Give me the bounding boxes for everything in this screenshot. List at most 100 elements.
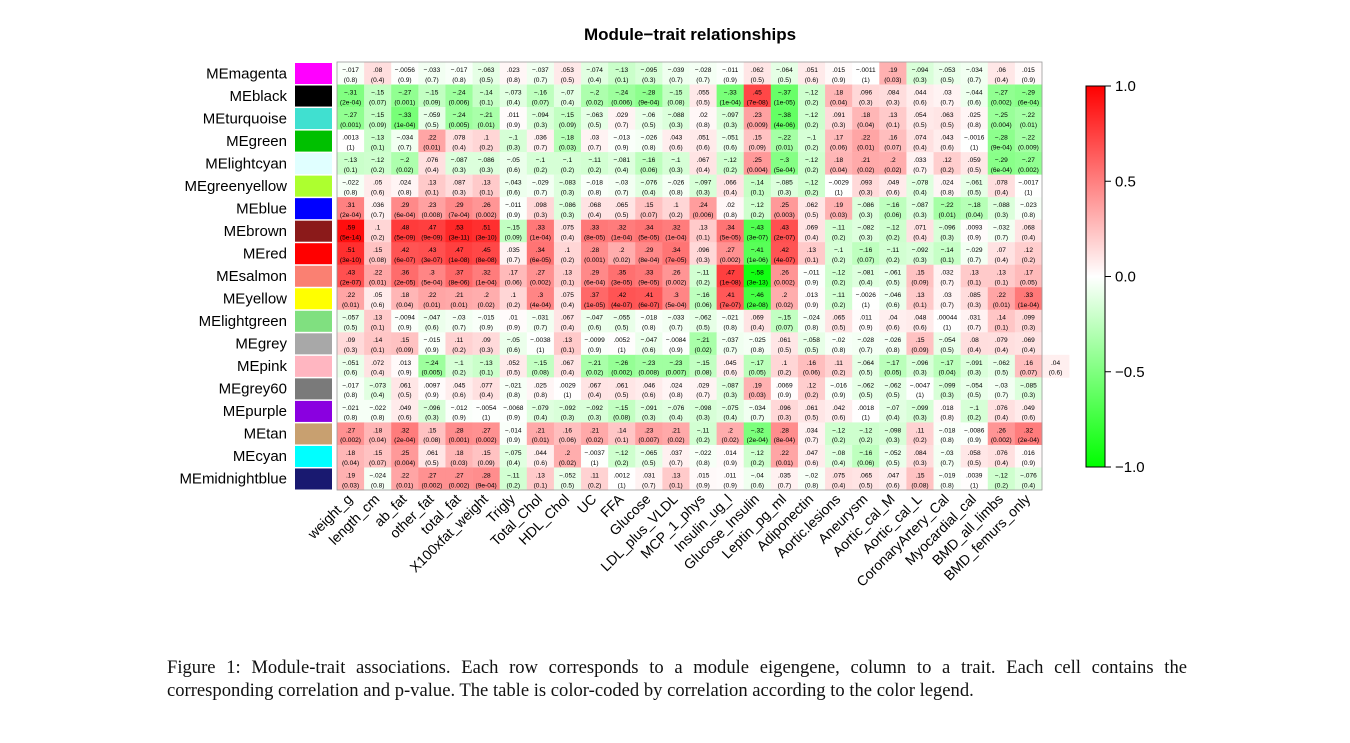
cell-correlation: −.088 [668, 112, 685, 119]
cell-correlation: .085 [968, 292, 981, 299]
color-legend-bar [1085, 85, 1106, 468]
color-legend-ticks: 1.00.50.0−0.5−1.0 [1105, 78, 1145, 476]
heatmap-cell [337, 62, 365, 85]
heatmap-cell [581, 354, 609, 378]
heatmap-cell [689, 354, 717, 378]
heatmap-cell [581, 467, 609, 491]
cell-pvalue: (0.6) [1022, 415, 1036, 422]
cell-pvalue: (0.5) [778, 77, 792, 84]
cell-pvalue: (0.9) [832, 392, 846, 399]
cell-pvalue: (4e-04) [530, 302, 551, 309]
cell-correlation: −.03 [941, 450, 954, 457]
heatmap-cell [743, 107, 772, 130]
module-swatch [295, 288, 332, 310]
cell-pvalue: (0.7) [534, 325, 548, 332]
heatmap-cell [743, 309, 772, 333]
cell-correlation: .34 [536, 247, 545, 254]
cell-correlation: .091 [832, 112, 845, 119]
heatmap-cell [770, 287, 799, 311]
cell-correlation: .015 [697, 472, 710, 479]
cell-pvalue: (0.6) [371, 189, 385, 196]
row-label: MEtan [244, 426, 287, 443]
cell-pvalue: (0.3) [669, 122, 683, 129]
cell-correlation: .14 [617, 427, 626, 434]
cell-correlation: .13 [970, 270, 979, 277]
cell-correlation: .065 [859, 472, 872, 479]
cell-correlation: −.11 [697, 427, 710, 434]
cell-correlation: −.3 [780, 157, 790, 164]
row-labels: MEmagentaMEblackMEturquoiseMEgreenMEligh… [179, 65, 287, 487]
cell-pvalue: (0.07) [640, 212, 657, 219]
cell-correlation: −.054 [939, 337, 956, 344]
heatmap-cell [472, 84, 500, 108]
cell-pvalue: (0.8) [805, 325, 819, 332]
heatmap-cell [364, 399, 392, 423]
heatmap-cell [825, 197, 853, 220]
heatmap-cell [743, 264, 772, 288]
cell-correlation: .067 [697, 157, 710, 164]
module-swatch [295, 220, 332, 242]
cell-pvalue: (0.9) [425, 347, 439, 354]
cell-correlation: −.081 [857, 270, 874, 277]
heatmap-cell [608, 62, 636, 85]
cell-correlation: .025 [968, 112, 981, 119]
cell-pvalue: (0.04) [369, 437, 386, 444]
cell-correlation: .2 [619, 247, 625, 254]
heatmap-cell [852, 84, 880, 108]
cell-correlation: .22 [346, 292, 355, 299]
cell-correlation: −.16 [859, 247, 872, 254]
heatmap-cell [1014, 107, 1043, 130]
cell-pvalue: (3e-13) [747, 280, 768, 287]
heatmap-cell [960, 287, 989, 311]
heatmap-cell [825, 264, 853, 288]
heatmap-cell [879, 174, 907, 198]
cell-correlation: −.12 [751, 202, 764, 209]
cell-correlation: .25 [780, 202, 789, 209]
cell-pvalue: (0.5) [398, 392, 412, 399]
heatmap-cell [391, 129, 419, 153]
cell-correlation: .0097 [424, 382, 441, 389]
heatmap-cell [770, 309, 799, 333]
heatmap-cell [553, 444, 582, 468]
cell-pvalue: (0.3) [995, 212, 1009, 219]
cell-correlation: .024 [941, 180, 954, 187]
heatmap-cell [743, 354, 772, 378]
cell-correlation: −.02 [805, 472, 818, 479]
cell-pvalue: (0.4) [642, 189, 656, 196]
cell-pvalue: (0.3) [696, 189, 710, 196]
cell-correlation: .19 [888, 67, 897, 74]
heatmap-cell [825, 287, 853, 311]
cell-correlation: .058 [968, 450, 981, 457]
cell-pvalue: (0.04) [938, 370, 955, 377]
heatmap-cell [770, 62, 799, 85]
cell-correlation: −.02 [832, 337, 845, 344]
cell-correlation: −.017 [342, 67, 359, 74]
cell-pvalue: (0.3) [534, 122, 548, 129]
heatmap-cell [553, 354, 582, 378]
cell-correlation: −.15 [669, 89, 682, 96]
heatmap-cell [770, 152, 799, 175]
cell-correlation: .26 [997, 427, 1006, 434]
row-label: MEcyan [233, 448, 287, 465]
cell-correlation: .24 [698, 202, 707, 209]
cell-pvalue: (0.1) [371, 325, 385, 332]
cell-correlation: −.0086 [964, 427, 985, 434]
cell-pvalue: (1) [536, 347, 544, 354]
cell-pvalue: (0.5) [886, 280, 900, 287]
cell-pvalue: (0.5) [859, 482, 873, 489]
cell-pvalue: (0.6) [506, 167, 520, 174]
cell-pvalue: (0.01) [857, 144, 874, 151]
cell-correlation: .42 [780, 247, 789, 254]
heatmap-cell [445, 242, 473, 266]
cell-pvalue: (0.06) [694, 302, 711, 309]
heatmap-cell [797, 287, 826, 311]
cell-pvalue: (0.5) [886, 460, 900, 467]
heatmap-cell [716, 467, 745, 491]
cell-pvalue: (0.8) [669, 392, 683, 399]
cell-pvalue: (0.2) [859, 437, 873, 444]
cell-pvalue: (0.8) [398, 189, 412, 196]
heatmap-cell [553, 399, 582, 423]
heatmap-cell [797, 264, 826, 288]
heatmap-cell [852, 287, 880, 311]
cell-pvalue: (0.002) [1018, 167, 1039, 174]
